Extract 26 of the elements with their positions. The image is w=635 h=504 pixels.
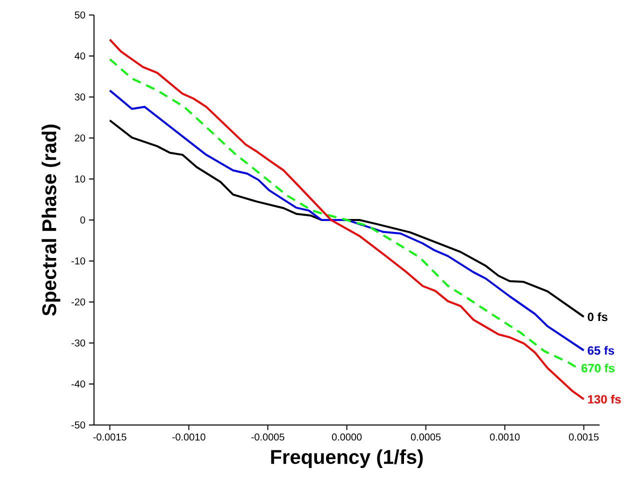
y-tick-label: -50 [72,421,86,429]
y-axis-title: Spectral Phase (rad) [42,124,60,316]
y-tick-label: 40 [74,52,86,60]
y-tick-label: 30 [74,93,86,101]
y-tick-label: 50 [74,11,86,19]
series-label: 670 fs [581,364,614,372]
x-tick-label: 0.0000 [332,434,362,441]
series-label: 65 fs [588,346,614,355]
series-label: 130 fs [588,394,621,404]
x-axis-title: Frequency (1/fs) [271,449,423,468]
x-tick-label: 0.0015 [568,434,599,441]
y-tick-label: -20 [72,298,86,306]
y-tick-label: -10 [72,257,86,265]
x-tick-label: -0.0010 [172,434,206,441]
x-tick-label: 0.0005 [410,434,441,441]
line-series [108,58,578,369]
y-tick-label: 0 [80,216,86,224]
x-tick-label: 0.0010 [490,434,520,441]
y-tick-label: 20 [74,134,86,142]
series-label: 0 fs [588,312,608,322]
line-series [108,89,585,352]
y-tick-label: -40 [72,380,86,388]
y-tick-label: -30 [72,339,86,347]
x-tick-label: -0.0015 [93,434,126,441]
y-tick-label: 10 [75,175,86,183]
x-tick-label: -0.0005 [251,434,284,441]
